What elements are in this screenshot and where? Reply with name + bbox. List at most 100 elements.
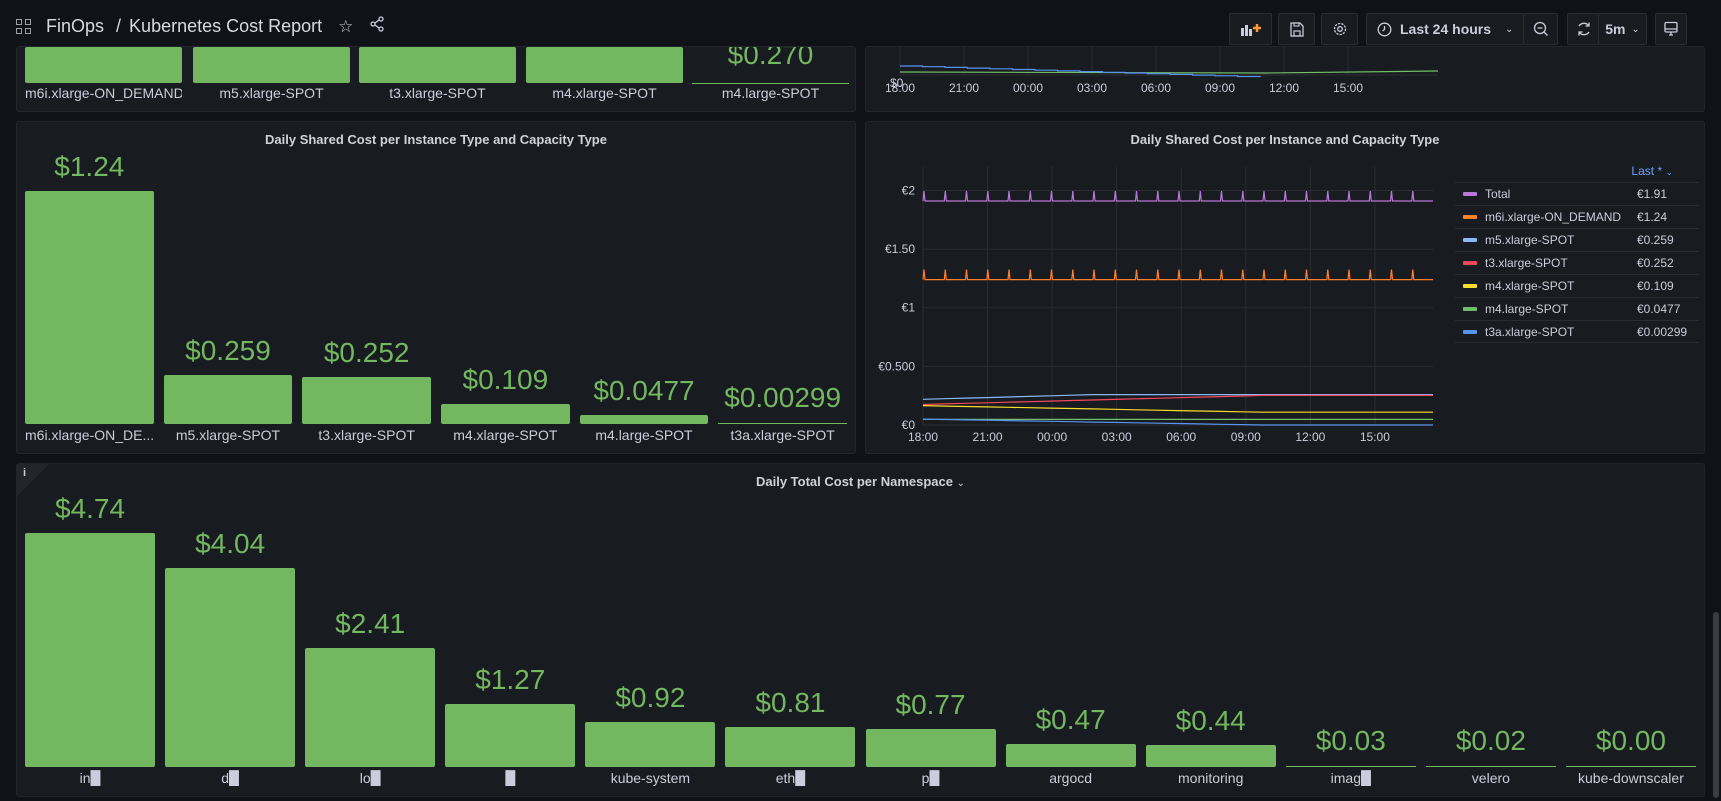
legend-swatch	[1463, 329, 1477, 334]
legend-last-value: €0.00299	[1637, 324, 1688, 339]
dashboards-grid-icon[interactable]	[16, 18, 32, 35]
legend-item[interactable]: m4.large-SPOT €0.0477	[1455, 297, 1699, 320]
legend-item[interactable]: m5.xlarge-SPOT €0.259	[1455, 228, 1699, 251]
panel-top-timeseries: 18:00 21:00 00:00 03:00 06:00 09:00 12:00 15:00…	[865, 46, 1705, 112]
info-icon[interactable]: i	[23, 467, 27, 479]
panel-title[interactable]: Daily Shared Cost per Instance Type and …	[265, 132, 607, 147]
refresh-interval-picker[interactable]: 5m ⌄	[1598, 13, 1647, 45]
bar-category-label: t3.xlarge-SPOT	[318, 427, 415, 443]
star-icon[interactable]: ☆	[338, 16, 354, 36]
bar-top-label: t3.xlarge-SPOT	[389, 85, 486, 101]
chevron-down-icon: ⌄	[956, 478, 965, 489]
series-line	[922, 405, 1433, 413]
legend-last-value: €0.0477	[1637, 302, 1681, 316]
legend-series-name: t3.xlarge-SPOT	[1485, 256, 1568, 270]
gear-icon	[1333, 22, 1346, 36]
x-tick-label: 21:00	[949, 81, 979, 95]
zoom-out-button[interactable]	[1523, 13, 1558, 45]
x-tick-label: 06:00	[1166, 430, 1196, 444]
bar	[305, 648, 436, 767]
bar-top-label: m6i.xlarge-ON_DEMAND	[25, 85, 182, 101]
panel-title: Daily Total Cost per Namespace	[755, 474, 953, 489]
dashboard-settings-button[interactable]	[1321, 13, 1358, 45]
save-dashboard-button[interactable]	[1278, 13, 1315, 45]
dashboard-title[interactable]: Kubernetes Cost Report	[129, 16, 323, 36]
bar	[165, 568, 296, 767]
legend-item[interactable]: t3.xlarge-SPOT €0.252	[1455, 251, 1699, 274]
legend-item[interactable]: m6i.xlarge-ON_DEMAND €1.24	[1455, 205, 1699, 228]
share-icon[interactable]	[369, 16, 385, 37]
legend-series-name: Total	[1485, 187, 1511, 201]
chevron-down-icon: ⌄	[1505, 23, 1514, 35]
legend-series-name: t3a.xlarge-SPOT	[1485, 324, 1575, 339]
zoom-out-icon	[1533, 21, 1548, 36]
bar	[1565, 765, 1696, 767]
bar	[865, 729, 996, 767]
bar	[718, 422, 847, 424]
page-scrollbar[interactable]	[1713, 612, 1719, 798]
bar-value-label: $0.92	[615, 682, 686, 713]
series-line	[922, 269, 1433, 281]
bar	[1425, 765, 1556, 767]
bar-top-4	[692, 47, 849, 84]
legend-series-name: m4.large-SPOT	[1485, 302, 1569, 316]
bar-top-2	[359, 47, 516, 83]
breadcrumb-separator: /	[116, 16, 122, 36]
legend-swatch	[1463, 284, 1477, 288]
add-panel-button[interactable]	[1229, 13, 1272, 45]
bar-category-label: p█	[921, 770, 940, 786]
legend-swatch	[1463, 261, 1477, 265]
bar-top-3	[526, 47, 683, 83]
refresh-interval-label: 5m	[1605, 21, 1626, 37]
bar-top-label: m4.xlarge-SPOT	[552, 85, 657, 101]
bar	[1145, 745, 1276, 767]
panel-title[interactable]: Daily Shared Cost per Instance and Capac…	[1130, 132, 1440, 147]
x-tick-label: 21:00	[973, 430, 1003, 444]
series-line	[922, 394, 1433, 400]
panel-shared-cost-timeseries: Daily Shared Cost per Instance and Capac…	[865, 121, 1705, 454]
legend-last-value: €0.109	[1637, 279, 1674, 293]
bar-category-label: eth█	[775, 770, 806, 786]
legend-item[interactable]: m4.xlarge-SPOT €0.109	[1455, 274, 1699, 297]
x-tick-label: 06:00	[1141, 81, 1171, 95]
x-tick-label: 12:00	[1295, 430, 1325, 444]
y-tick-label: €1	[902, 301, 916, 315]
bar	[579, 415, 709, 424]
legend-swatch	[1463, 192, 1477, 196]
legend-series-name: m6i.xlarge-ON_DEMAND	[1485, 210, 1622, 224]
x-tick-label: 00:00	[1037, 430, 1067, 444]
refresh-button[interactable]	[1567, 13, 1599, 45]
time-range-picker[interactable]: Last 24 hours ⌄	[1366, 13, 1524, 45]
legend-sort-header[interactable]: Last * ⌄	[1455, 160, 1699, 182]
legend-item[interactable]: t3a.xlarge-SPOT €0.00299	[1455, 320, 1699, 343]
bar-value-label: $0.03	[1315, 725, 1386, 756]
bar-value-label: $4.74	[55, 493, 126, 524]
bar-category-label: lo█	[359, 770, 381, 786]
bar-category-label: m4.xlarge-SPOT	[453, 427, 558, 443]
bar-value-label: $2.41	[335, 608, 406, 639]
x-tick-label: 18:00	[908, 430, 938, 444]
breadcrumb-folder[interactable]: FinOps	[46, 16, 105, 36]
timeseries-plot[interactable]: €0 €0.500 €1 €1.50 €2 18:00 21:00 00:00 03:00 06:…	[866, 122, 1446, 454]
clock-icon	[1377, 22, 1392, 36]
bar-value-label: $0.81	[755, 687, 826, 718]
bar-top-1	[193, 47, 350, 83]
bar-value-label: $0.77	[895, 689, 966, 720]
add-panel-icon	[1240, 24, 1261, 36]
panel-info-corner[interactable]	[17, 464, 49, 496]
series-line	[922, 418, 1433, 426]
bar-top-0	[25, 47, 182, 83]
bar-category-label: in█	[79, 770, 101, 786]
legend-series-name: m4.xlarge-SPOT	[1485, 279, 1575, 293]
legend-header-label: Last *	[1631, 164, 1663, 178]
tv-mode-button[interactable]	[1655, 13, 1687, 45]
bar-category-label: imag█	[1330, 770, 1371, 786]
panel-title-menu[interactable]: Daily Total Cost per Namespace ⌄	[17, 474, 1704, 489]
legend-swatch	[1463, 307, 1477, 311]
bar-category-label: monitoring	[1178, 770, 1244, 786]
x-tick-label: 18:00	[885, 81, 915, 95]
bar-category-label: m4.large-SPOT	[595, 427, 693, 443]
top-nav: FinOps / Kubernetes Cost Report ☆ Last 2…	[0, 0, 1721, 58]
legend-item[interactable]: Total €1.91	[1455, 182, 1699, 205]
bar-top-label: m5.xlarge-SPOT	[219, 85, 324, 101]
